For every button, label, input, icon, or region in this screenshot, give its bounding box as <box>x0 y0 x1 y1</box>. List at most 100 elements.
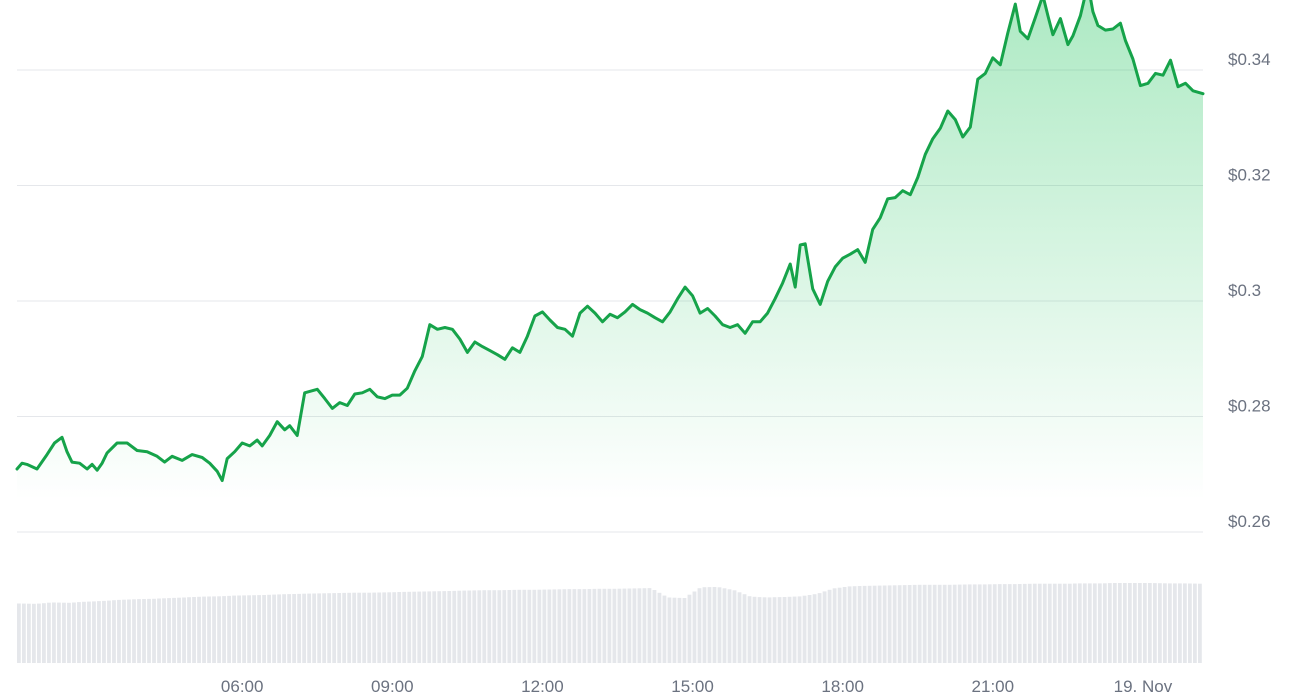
volume-bar <box>192 597 196 663</box>
x-tick-label: 12:00 <box>521 677 564 696</box>
x-axis-ticks: 06:00 09:00 12:00 15:00 18:00 21:00 19. Nov <box>221 677 1173 696</box>
y-tick-label: $0.28 <box>1228 397 1271 416</box>
volume-bar <box>312 593 317 663</box>
volume-bar <box>1052 583 1057 663</box>
volume-bar <box>357 592 362 663</box>
volume-bar <box>577 589 582 663</box>
volume-bar <box>132 599 136 663</box>
volume-bar <box>267 594 272 663</box>
volume-bar <box>162 598 166 663</box>
volume-bars <box>17 583 1202 663</box>
volume-bar <box>1162 583 1167 663</box>
volume-bar <box>627 588 632 663</box>
volume-bar <box>1187 583 1192 663</box>
volume-bar <box>1107 583 1112 663</box>
volume-bar <box>287 594 292 663</box>
volume-bar <box>1002 584 1007 663</box>
volume-bar <box>952 584 957 663</box>
volume-bar <box>222 596 226 663</box>
volume-bar <box>732 590 737 663</box>
volume-bar <box>302 593 307 663</box>
volume-bar <box>307 593 312 663</box>
volume-bar <box>502 590 507 663</box>
volume-bar <box>927 584 932 663</box>
volume-bar <box>482 590 487 663</box>
volume-bar <box>282 594 287 663</box>
volume-bar <box>427 591 432 663</box>
volume-bar <box>757 597 762 663</box>
volume-bar <box>677 597 682 663</box>
volume-bar <box>17 603 21 663</box>
volume-bar <box>442 591 447 663</box>
volume-bar <box>72 602 76 663</box>
volume-bar <box>117 599 121 663</box>
volume-bar <box>932 584 937 663</box>
volume-bar <box>912 584 917 663</box>
volume-bar <box>362 592 367 663</box>
volume-bar <box>602 588 607 663</box>
volume-bar <box>632 588 637 663</box>
volume-bar <box>722 588 727 663</box>
volume-bar <box>67 602 71 663</box>
volume-bar <box>1152 583 1157 663</box>
volume-bar <box>342 592 347 663</box>
x-tick-label: 21:00 <box>972 677 1015 696</box>
volume-bar <box>492 590 497 663</box>
volume-bar <box>317 593 322 663</box>
volume-bar <box>422 591 427 663</box>
volume-bar <box>32 603 36 663</box>
y-tick-label: $0.3 <box>1228 281 1261 300</box>
volume-bar <box>142 599 146 663</box>
y-tick-label: $0.32 <box>1228 166 1271 185</box>
volume-bar <box>557 589 562 663</box>
volume-bar <box>847 586 852 663</box>
volume-bar <box>977 584 982 663</box>
volume-bar <box>177 597 181 663</box>
volume-bar <box>92 601 96 663</box>
volume-bar <box>957 584 962 663</box>
volume-bar <box>802 595 807 663</box>
volume-bar <box>182 597 186 663</box>
volume-bar <box>637 588 642 663</box>
volume-bar <box>852 586 857 663</box>
volume-bar <box>57 602 61 663</box>
volume-bar <box>1017 584 1022 663</box>
volume-bar <box>902 585 907 663</box>
volume-bar <box>1092 583 1097 663</box>
volume-bar <box>982 584 987 663</box>
volume-bar <box>1142 583 1147 663</box>
volume-bar <box>1047 583 1052 663</box>
volume-bar <box>942 584 947 663</box>
volume-bar <box>1137 583 1142 663</box>
volume-bar <box>382 592 387 663</box>
volume-bar <box>537 589 542 663</box>
volume-bar <box>512 589 517 663</box>
volume-bar <box>52 602 56 663</box>
volume-bar <box>42 603 46 663</box>
volume-bar <box>237 595 241 663</box>
volume-bar <box>207 596 211 663</box>
volume-bar <box>1012 584 1017 663</box>
volume-bar <box>372 592 377 663</box>
volume-bar <box>692 591 697 663</box>
volume-bar <box>487 590 492 663</box>
volume-bar <box>817 593 822 663</box>
volume-bar <box>497 590 502 663</box>
volume-bar <box>247 595 251 663</box>
volume-bar <box>777 597 782 663</box>
volume-bar <box>1172 583 1177 663</box>
volume-bar <box>1087 583 1092 663</box>
volume-bar <box>392 592 397 663</box>
volume-bar <box>387 592 392 663</box>
volume-bar <box>77 602 81 663</box>
volume-bar <box>62 602 66 663</box>
volume-bar <box>562 589 567 663</box>
volume-bar <box>1127 583 1132 663</box>
x-tick-label: 09:00 <box>371 677 414 696</box>
y-axis-ticks: $0.34 $0.32 $0.3 $0.28 $0.26 <box>1228 50 1271 531</box>
volume-bar <box>1082 583 1087 663</box>
volume-bar <box>157 598 161 663</box>
volume-bar <box>652 590 657 663</box>
volume-bar <box>642 588 647 663</box>
